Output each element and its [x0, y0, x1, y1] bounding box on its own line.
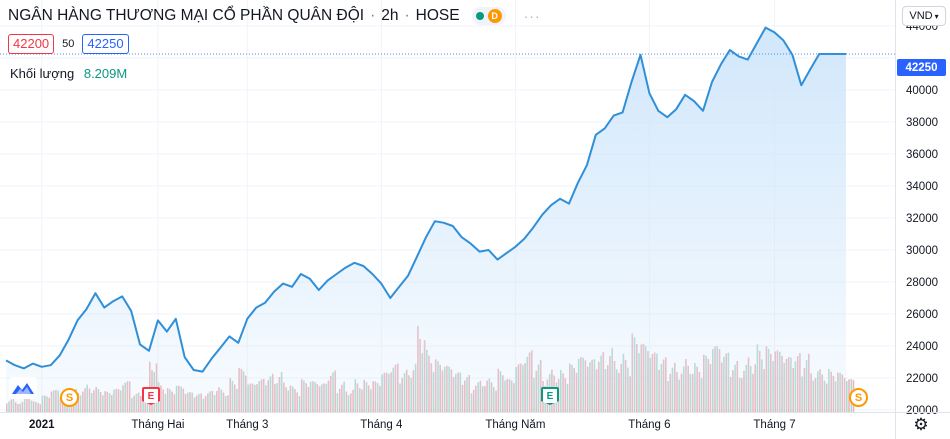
x-tick-label: Tháng 7: [753, 419, 795, 431]
interval-label[interactable]: 2h: [381, 7, 399, 24]
earnings-event-icon[interactable]: E: [142, 387, 160, 405]
logo-mark-icon: [12, 383, 34, 394]
y-tick-label: 26000: [906, 309, 938, 321]
y-tick-label: 36000: [906, 149, 938, 161]
split-event-icon[interactable]: S: [849, 388, 868, 407]
spread-value: 50: [62, 38, 75, 50]
x-tick-label: Tháng 6: [628, 419, 670, 431]
more-options-icon[interactable]: ···: [523, 8, 541, 24]
header-separator: ·: [370, 7, 376, 24]
market-open-dot-icon: [475, 12, 484, 20]
bid-ask-panel: 42200 50 42250: [8, 34, 129, 54]
volume-value: 8.209M: [83, 66, 128, 81]
price-line: [5, 26, 846, 373]
chevron-down-icon: ▾: [934, 11, 939, 21]
y-tick-label: 24000: [906, 341, 938, 353]
y-tick-label: 40000: [906, 85, 938, 97]
split-event-icon[interactable]: S: [60, 388, 79, 407]
exchange-label: HOSE: [415, 7, 460, 24]
volume-bar: [846, 381, 848, 412]
volume-label: Khối lượng: [10, 66, 75, 81]
currency-label: VND: [909, 10, 933, 22]
y-tick-label: 22000: [906, 373, 938, 385]
header-separator: ·: [404, 7, 410, 24]
tradingview-logo-icon[interactable]: [9, 377, 37, 399]
y-tick-label: 38000: [906, 117, 938, 129]
x-tick-label: Tháng 3: [226, 419, 268, 431]
market-status-badge[interactable]: D: [471, 7, 506, 25]
x-tick-label: Tháng Năm: [485, 419, 545, 431]
y-tick-label: 28000: [906, 277, 938, 289]
earnings-event-icon[interactable]: E: [541, 387, 559, 405]
sell-price-button[interactable]: 42200: [8, 34, 55, 54]
y-tick-label: 32000: [906, 213, 938, 225]
y-tick-label: 34000: [906, 181, 938, 193]
buy-price-button[interactable]: 42250: [82, 34, 129, 54]
settings-gear-icon[interactable]: ⚙: [913, 414, 929, 434]
delayed-data-icon: D: [487, 9, 502, 23]
chart-header: NGÂN HÀNG THƯƠNG MẠI CỔ PHẦN QUÂN ĐỘI · …: [8, 7, 541, 25]
symbol-title[interactable]: NGÂN HÀNG THƯƠNG MẠI CỔ PHẦN QUÂN ĐỘI: [8, 7, 365, 24]
x-tick-label: Tháng Hai: [131, 419, 184, 431]
volume-legend: Khối lượng 8.209M: [10, 66, 127, 81]
y-tick-label: 20000: [906, 405, 938, 417]
y-tick-label: 30000: [906, 245, 938, 257]
x-tick-label: 2021: [29, 419, 55, 431]
x-tick-label: Tháng 4: [360, 419, 403, 431]
last-price-tag: 42250: [897, 59, 946, 76]
currency-selector[interactable]: VND ▾: [902, 6, 946, 26]
price-area-fill: [6, 27, 846, 410]
